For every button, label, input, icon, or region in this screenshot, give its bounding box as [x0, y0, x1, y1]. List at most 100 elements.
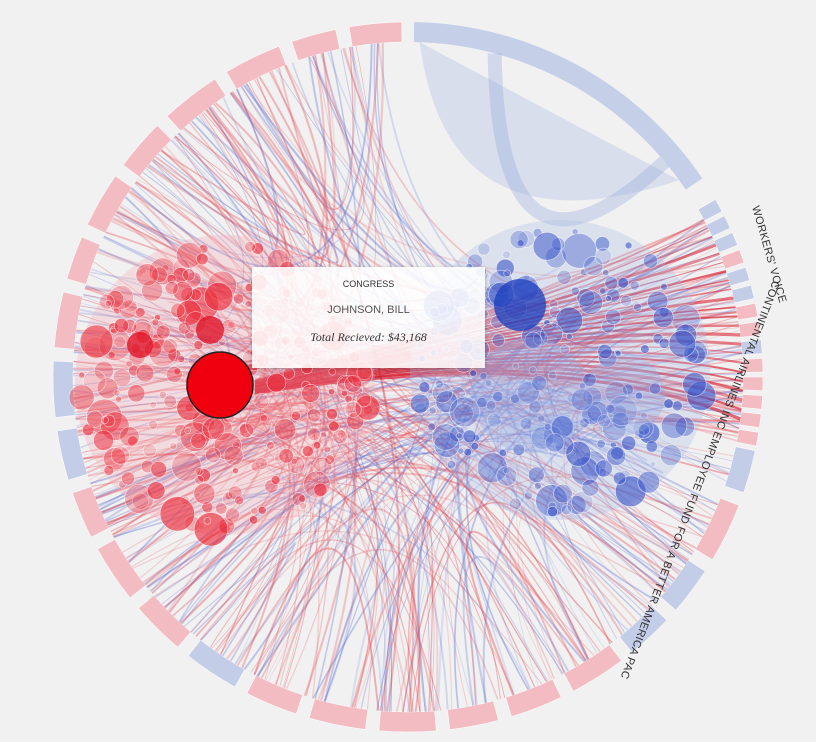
bubble	[302, 445, 314, 458]
bubble	[559, 344, 570, 355]
bubble	[282, 367, 295, 380]
bubble	[205, 447, 221, 463]
bubble	[463, 448, 472, 457]
bubble	[150, 461, 167, 478]
ring-segment	[56, 427, 88, 481]
bubble	[606, 288, 621, 303]
bubble	[142, 443, 157, 458]
bubble	[355, 391, 372, 408]
bubble	[555, 306, 584, 335]
bubble	[79, 324, 114, 359]
chord	[547, 498, 674, 585]
bubble	[166, 273, 177, 284]
chord	[508, 301, 735, 358]
chord	[101, 401, 742, 514]
bubble	[96, 377, 119, 400]
bubble	[196, 252, 209, 266]
bubble	[306, 408, 322, 423]
bubble	[585, 355, 665, 435]
chord	[550, 409, 742, 612]
bubble	[446, 460, 457, 470]
ring-segment	[72, 486, 110, 538]
bubble	[428, 406, 437, 415]
chord	[130, 43, 373, 269]
ring-segment	[731, 284, 755, 304]
chord	[114, 47, 370, 259]
ring-segment	[166, 78, 227, 132]
bubble	[251, 242, 264, 255]
bubble	[244, 241, 256, 253]
bubble	[158, 390, 167, 399]
bubble	[155, 324, 171, 340]
chord	[83, 433, 302, 686]
ring-segment	[308, 698, 369, 730]
bubble	[127, 384, 146, 403]
chord	[381, 278, 729, 711]
bubble	[543, 422, 552, 431]
bubble	[597, 467, 608, 478]
chord	[254, 355, 744, 392]
bubble	[93, 429, 114, 451]
bubble	[125, 359, 133, 368]
bubble	[565, 440, 592, 467]
chord	[174, 415, 379, 708]
bubble	[531, 375, 548, 391]
bubble	[565, 333, 573, 340]
bubble	[660, 412, 688, 439]
bubble	[494, 279, 546, 331]
bubble	[149, 400, 157, 409]
ring-segment	[66, 236, 101, 285]
bubble	[604, 276, 619, 290]
bubble	[232, 293, 244, 305]
ring-segment	[741, 394, 763, 410]
chord	[235, 457, 579, 666]
chord	[81, 302, 285, 665]
bubble	[248, 515, 259, 525]
bubble	[645, 440, 658, 453]
chord	[83, 293, 681, 574]
ring-segment	[724, 446, 756, 493]
chord	[278, 52, 336, 222]
chord	[95, 456, 689, 563]
ring-segment	[97, 539, 147, 599]
chord	[191, 92, 339, 264]
bubble	[93, 360, 114, 381]
bubble	[523, 491, 533, 501]
bubble	[605, 403, 616, 414]
chord	[254, 351, 743, 391]
bubble	[190, 432, 207, 449]
chord	[119, 388, 291, 669]
bubble	[109, 285, 134, 310]
bubble	[225, 507, 241, 523]
bubble	[560, 504, 572, 516]
bubble	[86, 410, 104, 428]
bubble	[578, 290, 604, 315]
bubble	[433, 431, 461, 458]
chord	[403, 344, 630, 713]
ring-segment	[413, 22, 703, 190]
bubble	[113, 389, 121, 397]
chord	[178, 396, 605, 623]
bubble	[176, 299, 202, 326]
chord	[487, 53, 670, 227]
bubble	[528, 400, 542, 414]
bubble	[432, 382, 453, 404]
bubble	[266, 372, 287, 393]
chord	[465, 414, 586, 663]
chord	[115, 212, 298, 653]
bubble	[184, 427, 192, 434]
bubble	[193, 340, 204, 350]
bubble	[606, 446, 627, 466]
bubble	[476, 396, 488, 409]
bubble	[509, 230, 529, 249]
chord	[529, 353, 629, 654]
chord	[73, 308, 737, 400]
chord	[82, 298, 506, 698]
chord	[93, 261, 543, 685]
bubble	[534, 482, 542, 490]
chord	[113, 491, 357, 702]
bubble	[532, 231, 562, 261]
bubble	[668, 329, 697, 358]
ring-segment	[378, 710, 437, 733]
bubble	[479, 372, 488, 381]
